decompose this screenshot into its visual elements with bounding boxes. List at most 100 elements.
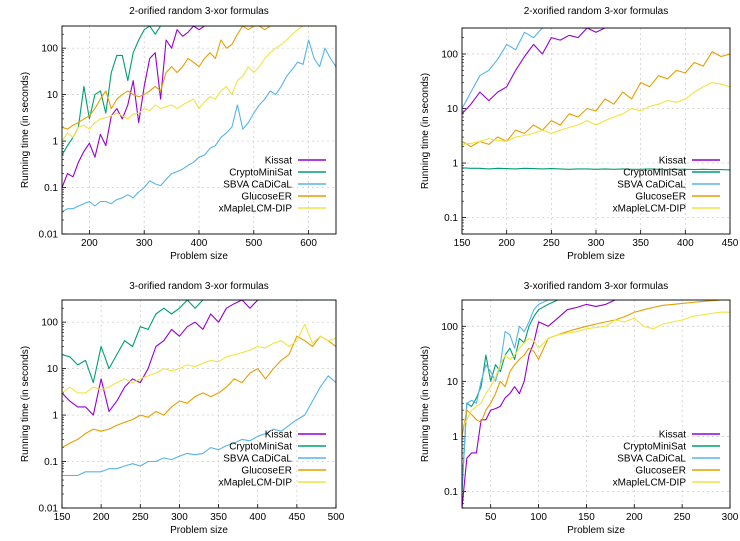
series-line-glucoseer [462,300,730,437]
x-tick-label: 500 [328,512,345,523]
series-line-cryptominisat [462,300,730,492]
chart-title: 2-xorified random 3-xor formulas [524,6,669,17]
x-tick-label: 250 [543,238,560,249]
x-tick-label: 350 [632,238,649,249]
legend-label: CryptoMiniSat [229,168,292,179]
x-axis-label: Problem size [567,525,625,536]
y-tick-label: 10 [47,364,59,375]
series-line-kissat [62,26,336,188]
legend-label: GlucoseER [635,466,686,477]
y-tick-label: 0.1 [444,213,458,224]
legend-label: CryptoMiniSat [623,168,686,179]
x-tick-label: 450 [289,512,306,523]
x-tick-label: 150 [454,238,471,249]
x-tick-label: 400 [191,238,208,249]
series-line-sbva-cadical [462,300,730,492]
x-tick-label: 400 [677,238,694,249]
x-tick-label: 250 [132,512,149,523]
y-tick-label: 1 [452,432,458,443]
y-tick-label: 0.1 [44,457,58,468]
series-line-xmaplelcm-dip [462,311,730,428]
legend-label: SBVA CaDiCaL [617,180,686,191]
chart-title: 3-orified random 3-xor formulas [129,281,269,292]
chart-title: 3-xorified random 3-xor formulas [524,281,669,292]
plot-frame [61,299,337,509]
y-tick-label: 1 [52,411,58,422]
y-axis-label: Running time (in seconds) [420,346,431,462]
x-axis-label: Problem size [567,251,625,262]
y-tick-label: 100 [41,44,58,55]
x-tick-label: 300 [588,238,605,249]
chart-panel-3: 3-orified random 3-xor formulas 0.01 0.1 1 1… [20,281,345,536]
y-tick-label: 0.01 [39,504,59,515]
x-tick-label: 300 [722,512,739,523]
series-line-kissat [462,300,730,508]
y-tick-label: 100 [41,318,58,329]
chart-panel-1: 2-orified random 3-xor formulas 0.01 0.1 1 1… [20,6,337,262]
plot-frame [461,27,731,235]
legend-label: GlucoseER [241,466,292,477]
legend-label: CryptoMiniSat [229,442,292,453]
x-tick-label: 150 [578,512,595,523]
x-tick-label: 450 [722,238,739,249]
x-tick-label: 200 [626,512,643,523]
series-line-kissat [462,28,730,115]
y-tick-label: 1 [452,159,458,170]
legend-label: xMapleLCM-DIP [613,204,687,215]
x-tick-label: 200 [498,238,515,249]
y-tick-label: 1 [52,137,58,148]
legend-label: GlucoseER [635,192,686,203]
legend-label: SBVA CaDiCaL [223,180,292,191]
y-tick-label: 0.1 [444,487,458,498]
legend-label: GlucoseER [241,192,292,203]
y-tick-label: 10 [447,104,459,115]
x-tick-label: 200 [93,512,110,523]
x-tick-label: 100 [530,512,547,523]
y-tick-label: 0.01 [39,230,59,241]
legend-label: xMapleLCM-DIP [219,478,293,489]
chart-panel-4: 3-xorified random 3-xor formulas 0.1 1 10 10… [420,281,739,536]
x-tick-label: 350 [210,512,227,523]
x-tick-label: 400 [249,512,266,523]
legend-label: SBVA CaDiCaL [617,454,686,465]
y-tick-label: 0.1 [44,183,58,194]
x-tick-label: 300 [171,512,188,523]
x-tick-label: 50 [485,512,497,523]
legend-label: CryptoMiniSat [623,442,686,453]
y-tick-label: 100 [441,50,458,61]
series-line-sbva-cadical [62,39,336,213]
x-axis-label: Problem size [170,251,228,262]
series-line-kissat [62,300,336,416]
x-tick-label: 600 [300,238,317,249]
legend-label: Kissat [265,156,292,167]
x-tick-label: 200 [81,238,98,249]
series-line-cryptominisat [62,300,336,384]
y-tick-label: 10 [447,377,459,388]
y-axis-label: Running time (in seconds) [420,73,431,189]
series-line-sbva-cadical [62,375,336,477]
series-line-xmaplelcm-dip [62,26,336,142]
series-line-cryptominisat [62,26,336,156]
legend-label: Kissat [659,156,686,167]
series-line-xmaplelcm-dip [462,81,730,145]
chart-title: 2-orified random 3-xor formulas [129,6,269,17]
x-axis-label: Problem size [170,525,228,536]
legend-label: SBVA CaDiCaL [223,454,292,465]
y-tick-label: 10 [47,90,59,101]
y-tick-label: 100 [441,322,458,333]
series-line-glucoseer [62,335,336,449]
legend-label: Kissat [659,430,686,441]
legend-label: xMapleLCM-DIP [613,478,687,489]
series-line-sbva-cadical [462,28,730,109]
y-axis-label: Running time (in seconds) [20,346,31,462]
chart-panel-2: 2-xorified random 3-xor formulas 0.1 1 10 10… [420,6,739,262]
x-tick-label: 150 [54,512,71,523]
y-axis-label: Running time (in seconds) [20,72,31,188]
legend-label: xMapleLCM-DIP [219,204,293,215]
x-tick-label: 300 [136,238,153,249]
x-tick-label: 500 [245,238,262,249]
series-line-cryptominisat [462,167,730,171]
series-line-xmaplelcm-dip [62,323,336,394]
plot-frame [61,25,337,235]
